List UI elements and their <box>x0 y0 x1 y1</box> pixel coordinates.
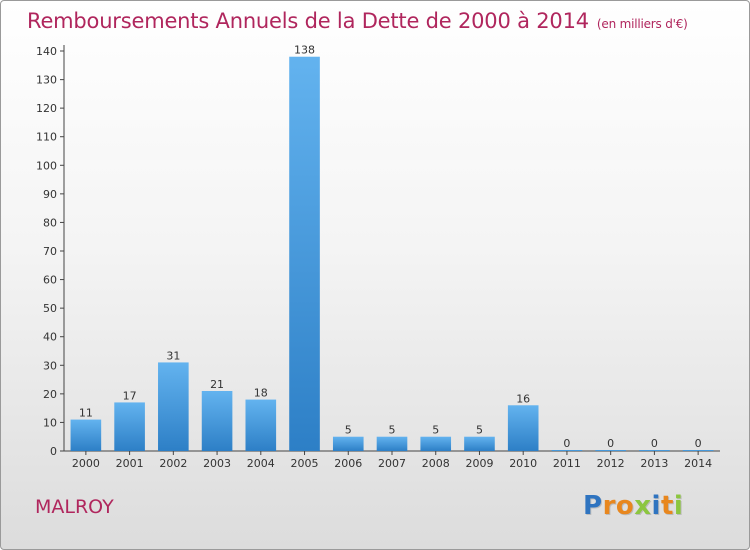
bar-value-label: 16 <box>516 392 530 405</box>
y-tick-label: 90 <box>43 188 57 201</box>
bar-value-label: 0 <box>651 437 658 450</box>
bar <box>507 405 539 451</box>
bar-value-label: 17 <box>123 389 137 402</box>
bar <box>201 391 233 451</box>
bar <box>420 436 452 451</box>
logo-letter: x <box>634 491 652 521</box>
bar-value-label: 5 <box>432 424 439 437</box>
x-tick-label: 2002 <box>159 457 187 470</box>
x-tick-label: 2004 <box>247 457 275 470</box>
x-tick-label: 2006 <box>334 457 362 470</box>
bar-value-label: 11 <box>79 407 93 420</box>
bar <box>682 450 714 451</box>
bar <box>158 362 189 451</box>
bar-value-label: 31 <box>166 349 180 362</box>
bar-value-label: 138 <box>294 44 315 57</box>
bar <box>70 419 102 451</box>
x-tick-label: 2013 <box>640 457 668 470</box>
x-tick-label: 2009 <box>465 457 493 470</box>
bar <box>464 436 495 451</box>
x-tick-label: 2007 <box>378 457 406 470</box>
bar <box>595 450 626 451</box>
chart-title: Remboursements Annuels de la Dette de 20… <box>27 9 688 33</box>
logo-letter: r <box>602 491 616 521</box>
logo-letter: P <box>583 491 603 521</box>
y-tick-label: 0 <box>50 445 57 458</box>
x-tick-label: 2001 <box>116 457 144 470</box>
y-tick-label: 110 <box>36 131 57 144</box>
y-tick-label: 130 <box>36 74 57 87</box>
x-tick-label: 2010 <box>509 457 537 470</box>
y-tick-label: 30 <box>43 359 57 372</box>
bar <box>245 399 277 451</box>
y-tick-label: 120 <box>36 102 57 115</box>
y-tick-label: 60 <box>43 274 57 287</box>
bar-value-label: 5 <box>389 424 396 437</box>
bar-value-label: 5 <box>345 424 352 437</box>
bar <box>114 402 145 451</box>
y-tick-label: 70 <box>43 245 57 258</box>
y-tick-label: 140 <box>36 45 57 58</box>
x-tick-label: 2014 <box>684 457 712 470</box>
x-tick-label: 2012 <box>597 457 625 470</box>
logo-letter: i <box>673 491 684 521</box>
x-tick-label: 2011 <box>553 457 581 470</box>
bar <box>551 450 583 451</box>
y-tick-label: 50 <box>43 302 57 315</box>
chart-bars <box>70 56 714 451</box>
bar <box>639 450 670 451</box>
y-tick-label: 20 <box>43 388 57 401</box>
y-tick-label: 80 <box>43 216 57 229</box>
x-tick-label: 2000 <box>72 457 100 470</box>
bar <box>289 56 320 451</box>
logo-letter: o <box>615 491 635 521</box>
bar-value-label: 0 <box>695 437 702 450</box>
town-name: MALROY <box>35 496 114 518</box>
unit-label: (en milliers d'€) <box>596 17 688 31</box>
y-tick-label: 40 <box>43 331 57 344</box>
bar-value-label: 18 <box>254 387 268 400</box>
x-tick-label: 2003 <box>203 457 231 470</box>
proxiti-logo: Proxiti <box>583 491 683 521</box>
chart-labels: 11 17 31 21 18 138 5 5 5 5 16 0 0 0 0 <box>79 44 702 450</box>
x-tick-label: 2008 <box>422 457 450 470</box>
logo-letter: i <box>651 491 661 521</box>
bar-value-label: 21 <box>210 378 224 391</box>
x-tick-label: 2005 <box>291 457 319 470</box>
bar <box>332 436 364 451</box>
logo-letter: t <box>660 491 674 521</box>
y-tick-label: 100 <box>36 159 57 172</box>
bar-value-label: 5 <box>476 424 483 437</box>
bar <box>376 436 408 451</box>
bar-value-label: 0 <box>607 437 614 450</box>
bar-value-label: 0 <box>563 437 570 450</box>
title-text: Remboursements Annuels de la Dette de 20… <box>27 9 589 33</box>
y-tick-label: 10 <box>43 416 57 429</box>
